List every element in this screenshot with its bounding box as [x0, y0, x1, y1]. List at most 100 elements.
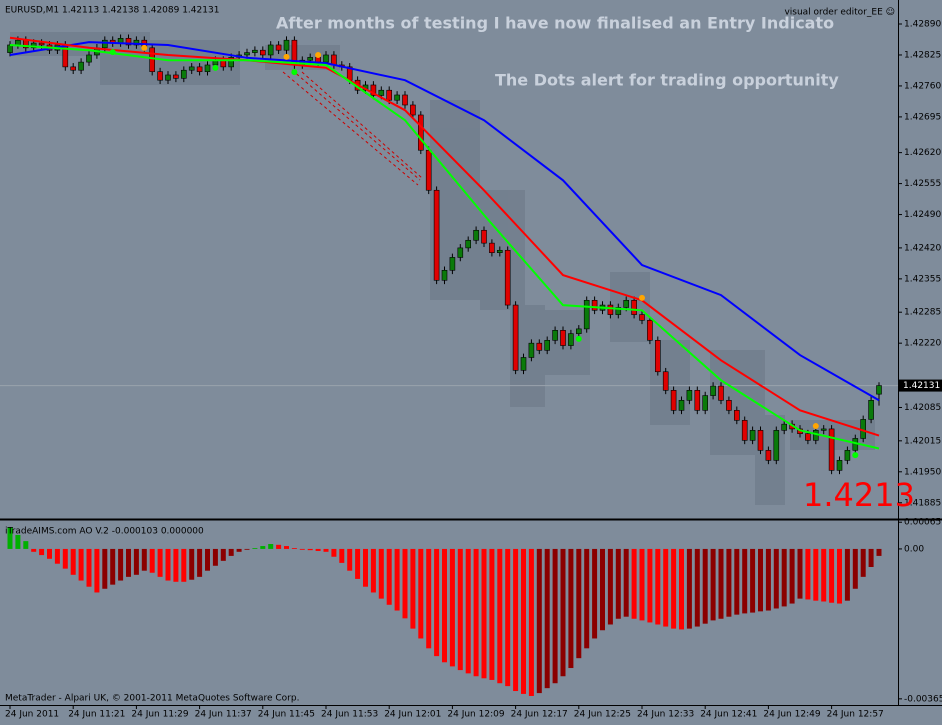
ao-bar: [465, 548, 471, 674]
candle-body: [441, 269, 448, 281]
ao-bar: [378, 548, 384, 599]
ao-bar: [291, 548, 297, 549]
ao-bar: [126, 548, 131, 577]
ao-bar: [394, 548, 400, 611]
candle-body: [686, 390, 693, 401]
candle-body: [275, 44, 282, 51]
ao-bar: [552, 548, 558, 684]
chart-title: EURUSD,M1 1.42113 1.42138 1.42089 1.4213…: [5, 6, 219, 16]
candle-body: [188, 66, 195, 71]
candle-body: [252, 49, 258, 53]
candle-body: [749, 430, 756, 441]
annotation: 1.4213: [803, 476, 915, 514]
y-tick-label: 1.41950: [904, 467, 941, 477]
candle-body: [662, 371, 669, 391]
ao-bar: [212, 548, 218, 566]
moving-average: [9, 41, 880, 402]
ao-bar: [607, 548, 613, 625]
candle-body: [583, 300, 590, 330]
candle-body: [86, 54, 92, 63]
candle-body: [102, 39, 108, 49]
candle-body: [465, 239, 472, 249]
signal-dot: [291, 69, 298, 76]
candle-body: [70, 66, 76, 71]
candle-body: [631, 300, 637, 315]
candle-body: [15, 39, 21, 46]
candle-body: [694, 390, 701, 411]
x-tick-label: 24 Jun 2011: [5, 710, 59, 720]
candle-body: [433, 189, 440, 281]
candle-body: [165, 74, 171, 81]
range-box: [545, 310, 590, 375]
ao-bar: [497, 548, 503, 684]
candle-body: [757, 430, 764, 451]
ao-bar: [868, 548, 874, 567]
x-tick-label: 24 Jun 12:49: [763, 710, 820, 720]
ao-bar: [718, 548, 724, 619]
candle-body: [181, 69, 187, 79]
y-tick-label: 1.42220: [904, 339, 941, 349]
ao-bar: [149, 548, 155, 573]
ao-bar: [631, 548, 637, 619]
candle-body: [220, 59, 227, 68]
candle-body: [710, 385, 716, 396]
candle-body: [568, 333, 574, 346]
x-tick-label: 24 Jun 11:45: [258, 710, 315, 720]
trend-line: [301, 71, 423, 179]
ao-bar: [876, 548, 882, 556]
candle-body: [844, 450, 851, 461]
ao-bar: [181, 548, 187, 582]
y-tick-label: 1.42825: [904, 50, 941, 60]
ao-bar: [860, 548, 866, 577]
y-tick-label: 1.42555: [904, 179, 941, 189]
candle-body: [149, 47, 155, 72]
ao-bar: [244, 548, 250, 550]
ao-bar: [47, 548, 52, 559]
ao-bar: [410, 548, 416, 629]
candle-body: [623, 300, 630, 308]
ao-bar: [102, 548, 108, 589]
y-tick-label: 0.00: [904, 544, 924, 554]
y-tick-label: 0.00065: [904, 518, 941, 528]
ao-bar: [260, 546, 266, 549]
range-box: [610, 272, 650, 342]
x-tick-label: 24 Jun 12:33: [637, 710, 694, 720]
candle-body: [204, 64, 211, 72]
ao-bar: [568, 548, 574, 669]
moving-average: [9, 36, 880, 437]
candle-body: [860, 419, 867, 439]
ao-bar: [118, 548, 124, 581]
ao-bar: [307, 548, 313, 551]
indicator-title: iTradeAIMS.com AO V.2 -0.000103 0.000000: [5, 527, 204, 537]
ao-bar: [386, 548, 392, 605]
ao-bar: [165, 548, 171, 581]
ao-bar: [837, 548, 842, 604]
ao-bar: [15, 534, 21, 549]
candle-body: [315, 57, 321, 63]
ao-bar: [205, 548, 210, 571]
ao-bar: [758, 548, 763, 612]
ao-bar: [639, 548, 645, 621]
annotation: visual order editor_EE ☺: [784, 7, 895, 18]
ao-bar: [513, 548, 519, 692]
y-tick-label: 1.42355: [904, 274, 941, 284]
candle-body: [133, 39, 140, 46]
candle-body: [370, 84, 377, 96]
ao-bar: [473, 548, 479, 677]
y-tick-label: 1.42490: [904, 210, 941, 220]
signal-dot: [812, 423, 819, 430]
ao-bar: [600, 548, 605, 631]
ao-bar: [434, 548, 440, 657]
candle-body: [7, 44, 13, 53]
candle-body: [733, 410, 740, 421]
candle-body: [520, 357, 527, 371]
y-tick-label: 1.42085: [904, 403, 941, 413]
y-tick-label: 1.42890: [904, 20, 941, 30]
candle-body: [481, 229, 487, 244]
ao-bar: [426, 548, 432, 649]
ao-bar: [742, 548, 748, 614]
candle-body: [425, 149, 432, 191]
ao-bar: [94, 548, 100, 593]
